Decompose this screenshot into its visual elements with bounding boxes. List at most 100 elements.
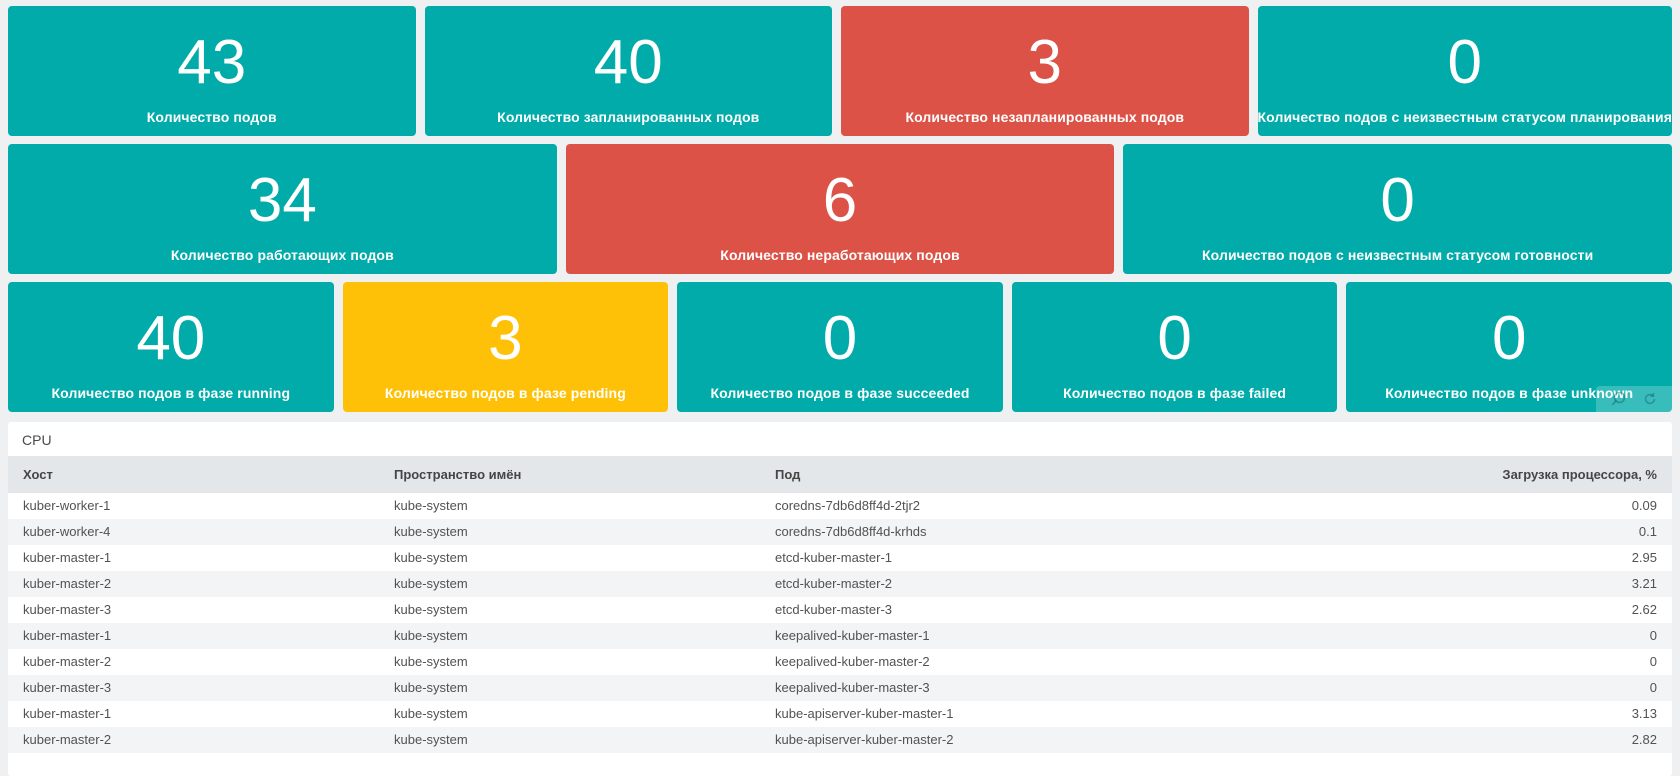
stat-label: Количество подов с неизвестным статусом … (1257, 108, 1672, 125)
stat-label: Количество работающих подов (170, 246, 394, 263)
stat-value: 43 (177, 27, 247, 97)
stat-value: 40 (136, 303, 206, 373)
stat-value: 3 (1027, 27, 1062, 97)
cpu-panel-title: CPU (22, 432, 52, 448)
table-row: kuber-master-2 kube-system etcd-kuber-mast… (8, 571, 1672, 597)
column-header: Загрузка процессора, % (1432, 456, 1672, 493)
cpu-load-cell: 0 (1649, 654, 1657, 669)
cpu-table-header-row: Хост Пространство имён Под Загрузка процесс… (8, 456, 1672, 493)
stat-row: 34 Количество работающих подов 6 Количество… (8, 144, 1672, 274)
stat-value: 0 (1157, 303, 1192, 373)
column-header: Хост (8, 456, 379, 493)
pod-cell: keepalived-kuber-master-3 (775, 680, 930, 695)
stat-value: 0 (1491, 303, 1527, 373)
table-row: kuber-master-3 kube-system etcd-kuber-mast… (8, 597, 1672, 623)
namespace-cell: kube-system (394, 498, 468, 513)
cpu-table: Хост Пространство имён Под Загрузка процесс… (8, 456, 1672, 753)
pod-cell: coredns-7db6d8ff4d-2tjr2 (775, 498, 921, 513)
pod-cell: etcd-kuber-master-3 (775, 602, 893, 617)
host-cell[interactable]: kuber-worker-4 (23, 524, 111, 539)
cpu-load-cell: 3.13 (1631, 706, 1657, 721)
pod-cell: etcd-kuber-master-1 (775, 550, 893, 565)
stat-value: 0 (1447, 27, 1482, 97)
stat-panel: 0 Количество подов с неизвестным статусом… (1123, 144, 1672, 274)
table-row: kuber-master-1 kube-system keepalived-kube… (8, 623, 1672, 649)
namespace-cell: kube-system (394, 706, 468, 721)
table-row: kuber-worker-4 kube-system coredns-7db6d8f… (8, 519, 1672, 545)
stat-label: Количество подов (146, 108, 277, 125)
cpu-load-cell: 0.09 (1631, 498, 1657, 513)
stat-value: 34 (247, 165, 317, 235)
stat-label: Количество подов в фазе succeeded (710, 384, 970, 401)
pod-cell: keepalived-kuber-master-1 (775, 628, 930, 643)
cpu-load-cell: 3.21 (1631, 576, 1657, 591)
stat-label: Количество подов в фазе unknown (1385, 384, 1634, 401)
namespace-cell: kube-system (394, 680, 468, 695)
cpu-load-cell: 2.62 (1631, 602, 1657, 617)
column-header: Пространство имён (379, 456, 760, 493)
stat-panel: 0 Количество подов в фазе succeeded (677, 282, 1003, 412)
stat-panels-grid: 43 Количество подов 40 Количество запланиро… (8, 6, 1672, 412)
namespace-cell: kube-system (394, 628, 468, 643)
pod-cell: etcd-kuber-master-2 (775, 576, 893, 591)
stat-label: Количество запланированных подов (497, 108, 760, 125)
namespace-cell: kube-system (394, 732, 468, 747)
stat-label: Количество подов в фазе failed (1063, 384, 1287, 401)
namespace-cell: kube-system (394, 524, 468, 539)
table-row: kuber-master-2 kube-system kube-apiserver-… (8, 727, 1672, 753)
host-cell[interactable]: kuber-master-2 (23, 576, 112, 591)
stat-panel: 43 Количество подов (8, 6, 416, 136)
cpu-load-cell: 0.1 (1638, 524, 1657, 539)
stat-panel: 0 Количество подов с неизвестным статусом… (1257, 6, 1672, 136)
cpu-panel: CPU Хост Пространство имён Под Загрузка про… (8, 422, 1672, 776)
table-row: kuber-master-2 kube-system keepalived-kube… (8, 649, 1672, 675)
pod-cell: coredns-7db6d8ff4d-krhds (775, 524, 927, 539)
stat-panel: 40 Количество подов в фазе running (8, 282, 334, 412)
stat-label: Количество подов в фазе running (51, 384, 291, 401)
host-cell[interactable]: kuber-worker-1 (23, 498, 111, 513)
host-cell[interactable]: kuber-master-3 (23, 680, 112, 695)
cpu-load-cell: 2.95 (1631, 550, 1657, 565)
table-row: kuber-master-1 kube-system etcd-kuber-mast… (8, 545, 1672, 571)
table-row: kuber-master-1 kube-system kube-apiserver-… (8, 701, 1672, 727)
table-row: kuber-master-3 kube-system keepalived-kube… (8, 675, 1672, 701)
stat-panel: 6 Количество неработающих подов (565, 144, 1115, 274)
table-row: kuber-worker-1 kube-system coredns-7db6d8f… (8, 493, 1672, 519)
cpu-load-cell: 2.82 (1631, 732, 1657, 747)
cpu-load-cell: 0 (1649, 628, 1657, 643)
stat-label: Количество неработающих подов (720, 246, 960, 263)
namespace-cell: kube-system (394, 576, 468, 591)
panel-hover-controls (1596, 386, 1672, 412)
stat-value: 6 (822, 165, 858, 235)
host-cell[interactable]: kuber-master-2 (23, 654, 112, 669)
stat-panel: 40 Количество запланированных подов (424, 6, 833, 136)
stat-value: 0 (822, 303, 858, 373)
stat-panel: 3 Количество незапланированных подов (841, 6, 1249, 136)
host-cell[interactable]: kuber-master-2 (23, 732, 112, 747)
namespace-cell: kube-system (394, 602, 468, 617)
column-header: Под (760, 456, 1432, 493)
refresh-icon[interactable] (1640, 389, 1660, 409)
search-icon[interactable] (1608, 389, 1628, 409)
stat-row: 40 Количество подов в фазе running 3 Количе… (8, 282, 1672, 412)
stat-value: 0 (1380, 165, 1415, 235)
cpu-table-body: kuber-worker-1 kube-system coredns-7db6d8f… (8, 493, 1672, 753)
stat-panel: 0 Количество подов в фазе failed (1011, 282, 1338, 412)
namespace-cell: kube-system (394, 654, 468, 669)
pod-cell: kube-apiserver-kuber-master-1 (775, 706, 954, 721)
stat-panel: 0 Количество подов в фазе unknown (1346, 282, 1672, 412)
stat-panel: 34 Количество работающих подов (8, 144, 557, 274)
stat-label: Количество незапланированных подов (905, 108, 1185, 125)
stat-label: Количество подов в фазе pending (384, 384, 626, 401)
host-cell[interactable]: kuber-master-3 (23, 602, 112, 617)
host-cell[interactable]: kuber-master-1 (23, 628, 112, 643)
stat-value: 3 (488, 303, 523, 373)
stat-row: 43 Количество подов 40 Количество запланиро… (8, 6, 1672, 136)
cpu-load-cell: 0 (1649, 680, 1657, 695)
stat-value: 40 (593, 27, 663, 97)
namespace-cell: kube-system (394, 550, 468, 565)
host-cell[interactable]: kuber-master-1 (23, 706, 112, 721)
stat-label: Количество подов с неизвестным статусом … (1202, 246, 1594, 263)
host-cell[interactable]: kuber-master-1 (23, 550, 112, 565)
